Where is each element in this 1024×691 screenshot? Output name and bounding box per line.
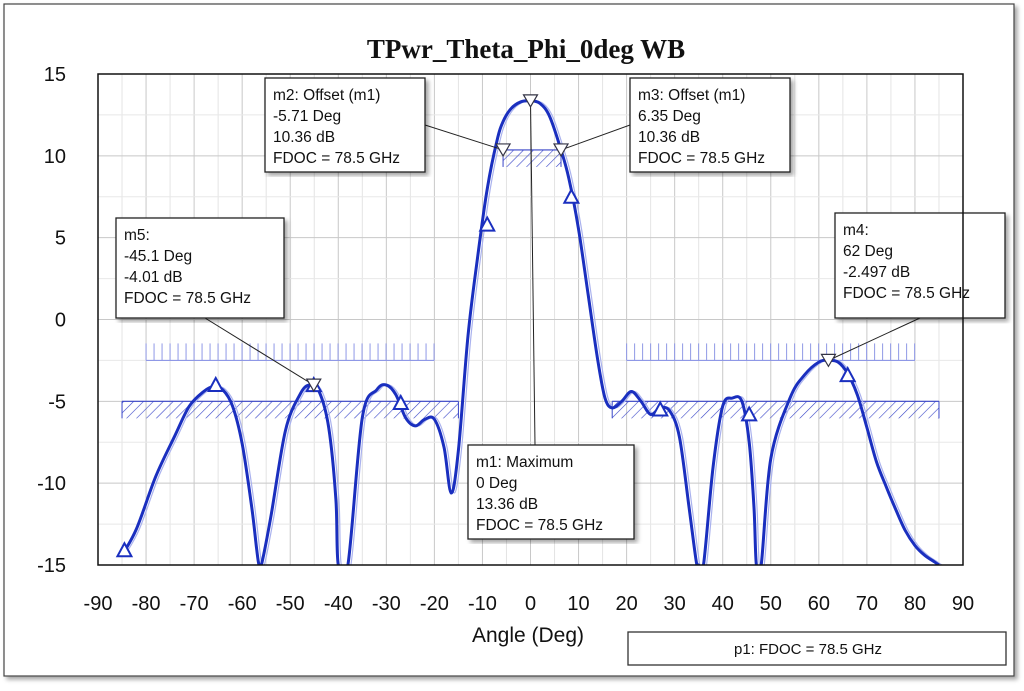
callout-box [834, 212, 1006, 319]
x-tick-label: 40 [712, 593, 734, 615]
mask-hatch [503, 149, 562, 167]
x-tick-label: 60 [808, 593, 830, 615]
clipped-traces [120, 99, 943, 565]
limit-lines [121, 149, 940, 419]
callout-text: FDOC = 78.5 GHz [273, 150, 400, 167]
triangle-marker [392, 393, 410, 410]
axes: -90 -80 -70 -60 -50 -40 -30 -20 -10 0 10 20 30 40 50 60… [37, 64, 974, 615]
x-tick-label: 70 [856, 593, 878, 615]
x-tick-label: 30 [664, 593, 686, 615]
callout-m2: m2: Offset (m1) -5.71 Deg 10.36 dB FDOC = 7… [264, 77, 426, 173]
triangle-marker [478, 215, 496, 232]
callout-leader [530, 100, 536, 446]
y-tick-label: 0 [55, 310, 66, 332]
plot-border [97, 73, 964, 566]
series-line [120, 99, 940, 565]
x-tick-label: 10 [567, 593, 589, 615]
callout-text: -5.71 Deg [273, 108, 341, 125]
triangle-marker [651, 400, 669, 417]
callout-leader [828, 317, 921, 361]
y-tick-label: 10 [44, 146, 66, 168]
marker-callouts: m2: Offset (m1) -5.71 Deg 10.36 dB FDOC = 7… [115, 77, 1006, 540]
chart-title: TPwr_Theta_Phi_0deg WB [367, 34, 685, 64]
x-tick-label: 50 [760, 593, 782, 615]
callout-box [629, 77, 791, 173]
callout-leader [424, 124, 504, 151]
triangle-marker [207, 375, 225, 392]
marker-down-triangle [305, 378, 322, 393]
x-tick-label: -80 [132, 593, 161, 615]
x-tick-label: 90 [952, 593, 974, 615]
mask-hatch [122, 401, 459, 419]
x-axis-label: Angle (Deg) [472, 624, 584, 647]
marker-down-triangle [552, 143, 570, 158]
triangle-marker [562, 187, 581, 204]
callout-text: -2.497 dB [843, 264, 910, 281]
legend-box [627, 631, 1007, 666]
x-tick-label: -50 [276, 593, 305, 615]
callout-text: m5: [124, 227, 150, 244]
callout-text: 6.35 Deg [638, 108, 701, 125]
x-tick-label: 80 [904, 593, 926, 615]
x-tick-label: -40 [324, 593, 353, 615]
y-tick-label: 15 [44, 64, 66, 86]
callout-leader [204, 317, 315, 386]
callout-text: FDOC = 78.5 GHz [638, 150, 765, 167]
marker-down-triangle [820, 353, 837, 368]
callout-text: m1: Maximum [476, 454, 573, 471]
callout-text: m3: Offset (m1) [638, 87, 745, 104]
y-tick-label: -5 [48, 391, 66, 413]
x-tick-label: 20 [615, 593, 637, 615]
callout-leader [560, 124, 631, 151]
x-tick-label: -60 [228, 593, 257, 615]
callout-text: -4.01 dB [124, 269, 183, 286]
legend-text: p1: FDOC = 78.5 GHz [734, 641, 882, 658]
callout-text: 10.36 dB [638, 129, 700, 146]
callout-text: 10.36 dB [273, 129, 335, 146]
triangle-marker [115, 541, 134, 558]
callout-text: FDOC = 78.5 GHz [843, 285, 970, 302]
callout-text: -45.1 Deg [124, 248, 192, 265]
x-tick-label: -30 [372, 593, 401, 615]
callout-m5: m5: -45.1 Deg -4.01 dB FDOC = 78.5 GHz [115, 217, 285, 319]
callout-m3: m3: Offset (m1) 6.35 Deg 10.36 dB FDOC = 78… [629, 77, 791, 173]
x-tick-label: -70 [180, 593, 209, 615]
callout-box [467, 444, 635, 540]
y-tick-label: 5 [55, 228, 66, 250]
mask-hatch [612, 401, 939, 419]
x-tick-label: 0 [525, 593, 536, 615]
legend: p1: FDOC = 78.5 GHz [627, 631, 1007, 666]
callout-box [264, 77, 426, 173]
triangle-marker [838, 366, 857, 383]
callout-text: 0 Deg [476, 475, 517, 492]
callout-m4: m4: 62 Deg -2.497 dB FDOC = 78.5 GHz [834, 212, 1006, 319]
callout-text: m4: [843, 222, 869, 239]
y-tick-label: -10 [37, 473, 66, 495]
callout-text: FDOC = 78.5 GHz [476, 517, 603, 534]
marker-down-triangle [495, 143, 512, 158]
triangle-marker [740, 405, 758, 422]
callout-text: m2: Offset (m1) [273, 87, 380, 104]
x-tick-label: -90 [84, 593, 113, 615]
series-ghost-line [124, 100, 943, 565]
x-tick-label: -20 [420, 593, 449, 615]
callout-text: FDOC = 78.5 GHz [124, 290, 251, 307]
marker-down-triangle [522, 94, 539, 109]
y-tick-label: -15 [37, 555, 66, 577]
callout-text: 62 Deg [843, 243, 893, 260]
callout-box [115, 217, 285, 319]
callout-text: 13.36 dB [476, 496, 538, 513]
trace-layer [120, 99, 943, 565]
callout-m1: m1: Maximum 0 Deg 13.36 dB FDOC = 78.5 GHz [467, 444, 635, 540]
x-tick-label: -10 [468, 593, 497, 615]
